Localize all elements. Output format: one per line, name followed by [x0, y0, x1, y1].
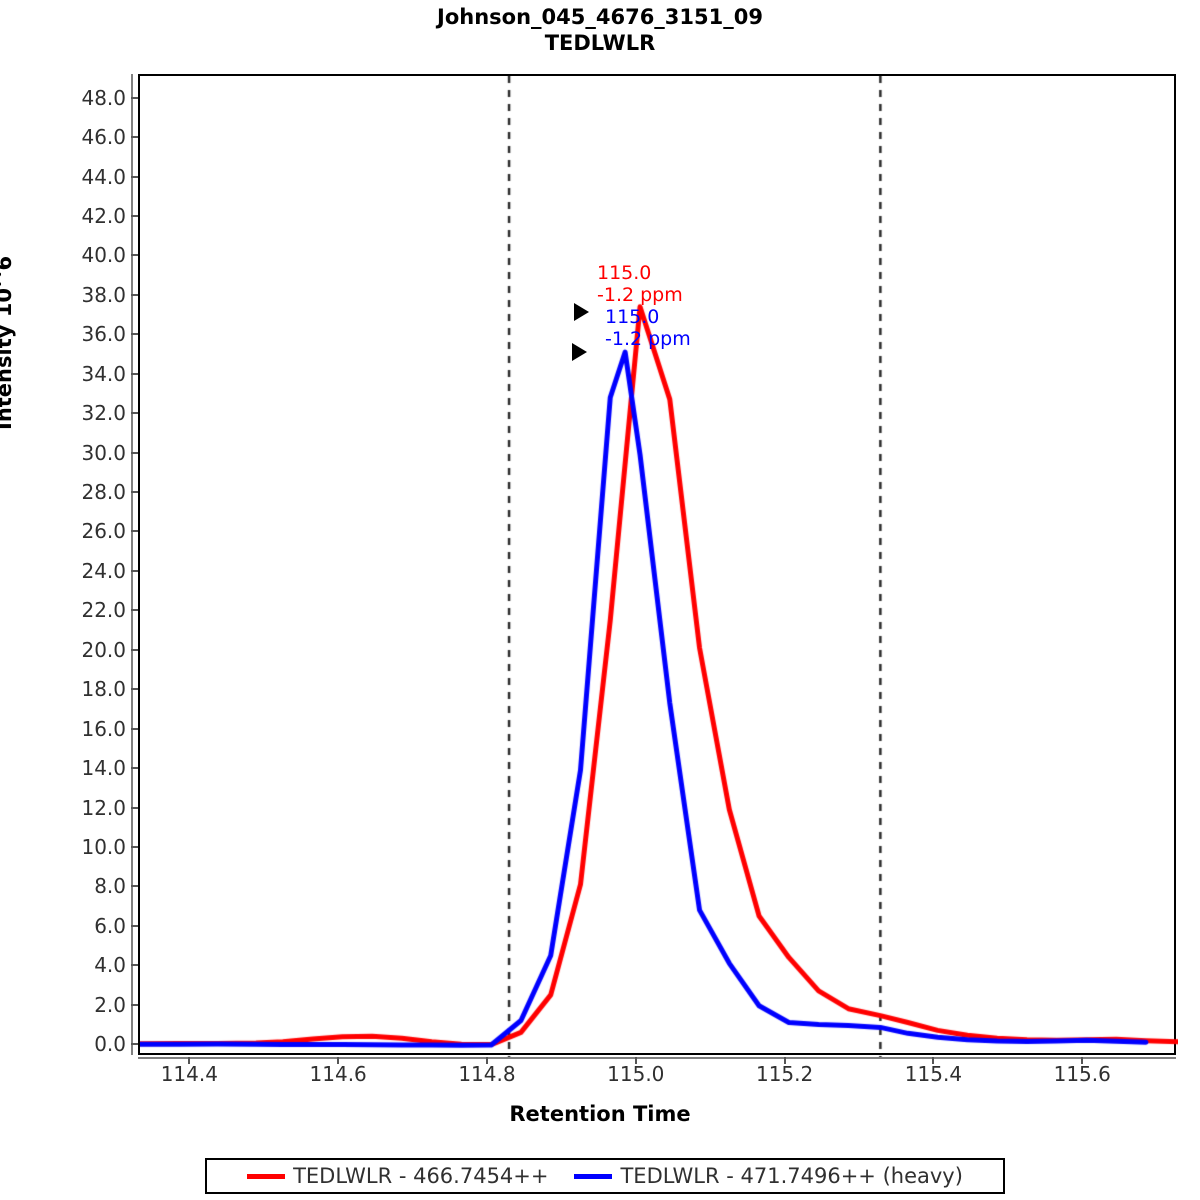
- annotation-mass-error: -1.2 ppm: [605, 328, 691, 350]
- annotation-retention-time: 115.0: [597, 262, 652, 284]
- x-tick-label: 115.8: [1176, 1064, 1200, 1084]
- y-tick-mark: [131, 412, 138, 415]
- x-tick-mark: [188, 1057, 191, 1064]
- annotation-retention-time: 115.0: [605, 306, 660, 328]
- y-tick-mark: [131, 254, 138, 257]
- y-tick-label: 0.0: [94, 1032, 126, 1057]
- light-peak-annotation: 115.0 -1.2 ppm: [597, 262, 683, 306]
- chromatogram-canvas[interactable]: [140, 76, 1178, 1057]
- y-tick-mark: [131, 96, 138, 99]
- x-tick-label: 115.2: [755, 1062, 814, 1086]
- y-tick-mark: [131, 688, 138, 691]
- x-tick-label: 115.6: [1053, 1062, 1111, 1086]
- y-tick-mark: [131, 1043, 138, 1046]
- x-tick-label: 115.0: [607, 1062, 665, 1086]
- legend-label: TEDLWLR - 471.7496++ (heavy): [620, 1164, 963, 1188]
- y-tick-label: 48.0: [81, 85, 126, 110]
- x-tick-mark: [634, 1057, 637, 1064]
- annotation-mass-error: -1.2 ppm: [597, 284, 683, 306]
- y-tick-mark: [131, 845, 138, 848]
- plot-area[interactable]: [138, 74, 1178, 1057]
- y-tick-mark: [131, 293, 138, 296]
- y-tick-label: 18.0: [81, 677, 126, 702]
- y-tick-mark: [131, 530, 138, 533]
- y-tick-mark: [131, 806, 138, 809]
- x-axis-label: Retention Time: [509, 1102, 691, 1126]
- x-tick-label: 114.4: [160, 1062, 218, 1086]
- y-tick-mark: [131, 175, 138, 178]
- y-tick-label: 28.0: [81, 480, 126, 505]
- y-tick-mark: [131, 569, 138, 572]
- y-tick-label: 36.0: [81, 322, 126, 347]
- y-tick-label: 16.0: [81, 716, 126, 741]
- y-tick-mark: [131, 451, 138, 454]
- title-line-peptide: TEDLWLR: [544, 31, 656, 55]
- y-tick-mark: [131, 333, 138, 336]
- y-tick-label: 32.0: [81, 401, 126, 426]
- y-tick-labels: 0.0 2.0 4.0 6.0 8.0 10.0 12.0 14.0 16.0 18.0 20.0 2…: [34, 0, 126, 1200]
- y-axis-line: [131, 74, 133, 1055]
- legend-label: TEDLWLR - 466.7454++: [293, 1164, 549, 1188]
- legend-entry[interactable]: TEDLWLR - 471.7496++ (heavy): [574, 1164, 963, 1188]
- y-tick-mark: [131, 964, 138, 967]
- x-tick-mark: [337, 1057, 340, 1064]
- y-tick-mark: [131, 767, 138, 770]
- y-tick-mark: [131, 491, 138, 494]
- y-tick-label: 46.0: [81, 125, 126, 150]
- chart-legend: TEDLWLR - 466.7454++ TEDLWLR - 471.7496++…: [205, 1158, 1005, 1194]
- y-tick-mark: [131, 885, 138, 888]
- legend-color-swatch-icon: [247, 1173, 286, 1179]
- y-tick-label: 4.0: [94, 953, 126, 978]
- y-tick-label: 42.0: [81, 203, 126, 228]
- annotation-pointer-triangle-icon: [574, 303, 589, 321]
- annotation-pointer-triangle-icon: [572, 343, 587, 361]
- y-tick-mark: [131, 924, 138, 927]
- x-tick-label: 114.6: [309, 1062, 367, 1086]
- legend-entry[interactable]: TEDLWLR - 466.7454++: [247, 1164, 548, 1188]
- x-tick-mark: [932, 1057, 935, 1064]
- y-tick-label: 40.0: [81, 243, 126, 268]
- y-tick-label: 20.0: [81, 637, 126, 662]
- y-tick-label: 14.0: [81, 756, 126, 781]
- y-tick-label: 26.0: [81, 519, 126, 544]
- y-tick-label: 44.0: [81, 164, 126, 189]
- y-tick-mark: [131, 609, 138, 612]
- page-title: Johnson_045_4676_3151_09 TEDLWLR: [0, 4, 1200, 56]
- y-tick-mark: [131, 1003, 138, 1006]
- y-tick-label: 34.0: [81, 361, 126, 386]
- y-tick-mark: [131, 214, 138, 217]
- y-tick-mark: [131, 727, 138, 730]
- y-tick-label: 12.0: [81, 795, 126, 820]
- title-line-filename: Johnson_045_4676_3151_09: [437, 5, 763, 29]
- x-tick-mark: [1081, 1057, 1084, 1064]
- y-tick-label: 8.0: [94, 874, 126, 899]
- y-tick-label: 38.0: [81, 282, 126, 307]
- y-tick-label: 24.0: [81, 558, 126, 583]
- x-tick-mark: [485, 1057, 488, 1064]
- y-tick-label: 22.0: [81, 598, 126, 623]
- y-tick-mark: [131, 136, 138, 139]
- y-tick-label: 30.0: [81, 440, 126, 465]
- y-tick-label: 10.0: [81, 834, 126, 859]
- y-tick-mark: [131, 372, 138, 375]
- y-axis-label: Intensity 10^6: [0, 255, 16, 430]
- x-axis-line: [138, 1057, 1176, 1059]
- heavy-peak-annotation: 115.0 -1.2 ppm: [605, 306, 691, 350]
- y-tick-mark: [131, 648, 138, 651]
- y-tick-label: 2.0: [94, 992, 126, 1017]
- y-tick-label: 6.0: [94, 913, 126, 938]
- x-tick-label: 114.8: [458, 1062, 516, 1086]
- x-tick-mark: [783, 1057, 786, 1064]
- x-tick-label: 115.4: [904, 1062, 963, 1086]
- legend-color-swatch-icon: [574, 1173, 613, 1179]
